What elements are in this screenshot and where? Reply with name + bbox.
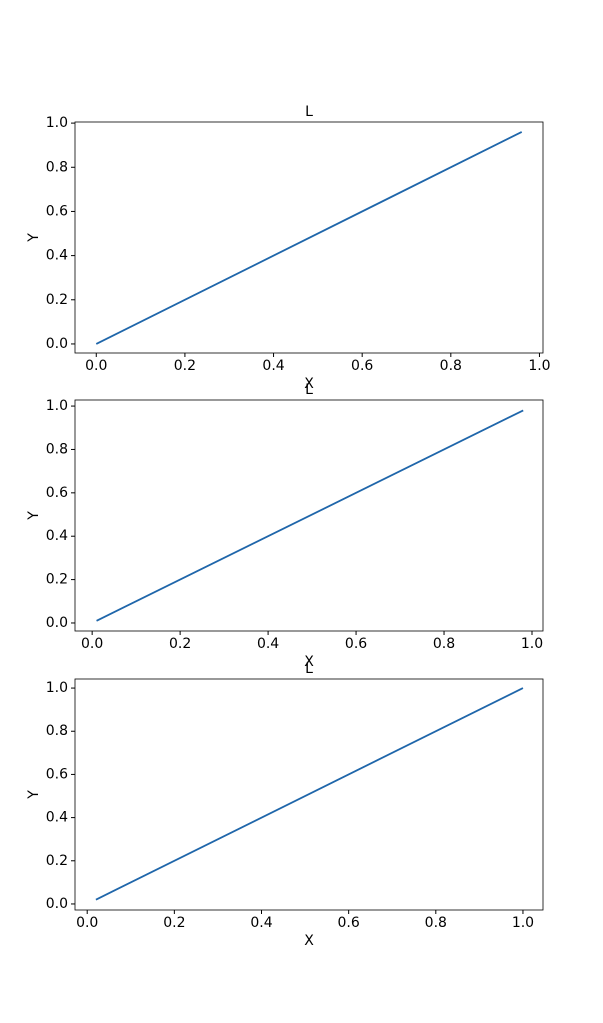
y-tick-label: 0.8 (46, 723, 68, 739)
x-tick-label: 0.6 (338, 915, 360, 931)
x-tick-label: 0.0 (81, 636, 103, 652)
y-tick-label: 0.8 (46, 159, 68, 175)
x-tick-label: 1.0 (512, 915, 534, 931)
x-tick-label: 0.6 (345, 636, 367, 652)
y-axis-label: Y (26, 511, 42, 521)
x-tick-label: 1.0 (521, 636, 543, 652)
x-tick-label: 0.8 (425, 915, 447, 931)
x-axis-label: X (304, 933, 314, 949)
data-line (95, 687, 524, 901)
y-tick-label: 0.6 (46, 766, 68, 782)
x-tick-label: 0.8 (440, 358, 462, 374)
x-tick-label: 0.2 (163, 915, 185, 931)
y-tick-label: 0.8 (46, 441, 68, 457)
y-tick-label: 0.6 (46, 485, 68, 501)
x-tick-label: 0.0 (85, 358, 107, 374)
data-line (95, 131, 523, 345)
x-tick-label: 0.2 (174, 358, 196, 374)
x-tick-label: 0.2 (169, 636, 191, 652)
data-line (96, 409, 524, 622)
y-tick-label: 1.0 (46, 115, 68, 131)
x-tick-label: 0.0 (76, 915, 98, 931)
y-tick-label: 0.6 (46, 203, 68, 219)
y-tick-label: 0.0 (46, 896, 68, 912)
y-tick-label: 0.4 (46, 248, 68, 264)
x-tick-label: 0.4 (250, 915, 272, 931)
chart-title: L (305, 661, 313, 677)
y-tick-label: 1.0 (46, 680, 68, 696)
y-tick-label: 0.2 (46, 853, 68, 869)
x-axis-label: X (304, 376, 314, 392)
plot-frame (74, 399, 544, 632)
y-tick-label: 1.0 (46, 398, 68, 414)
y-tick-label: 0.4 (46, 810, 68, 826)
y-tick-label: 0.4 (46, 528, 68, 544)
y-tick-label: 0.0 (46, 615, 68, 631)
y-tick-label: 0.2 (46, 572, 68, 588)
y-axis-label: Y (26, 233, 42, 243)
x-tick-label: 0.4 (257, 636, 279, 652)
x-tick-label: 0.8 (433, 636, 455, 652)
plot-frame (74, 121, 544, 354)
y-axis-label: Y (26, 790, 42, 800)
y-tick-label: 0.2 (46, 292, 68, 308)
chart-title: L (305, 104, 313, 120)
x-tick-label: 0.6 (351, 358, 373, 374)
x-tick-label: 0.4 (262, 358, 284, 374)
y-tick-label: 0.0 (46, 336, 68, 352)
x-tick-label: 1.0 (528, 358, 550, 374)
plot-frame (74, 678, 544, 911)
x-axis-label: X (304, 654, 314, 670)
chart-title: L (305, 382, 313, 398)
